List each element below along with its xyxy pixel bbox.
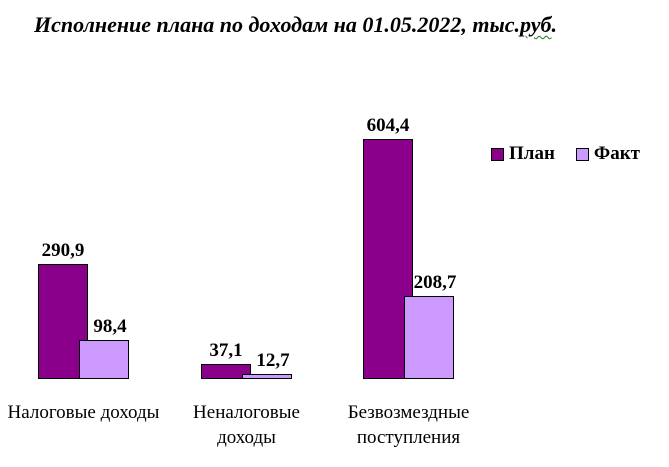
chart-title-spellchecked-word: руб	[520, 12, 552, 37]
legend-item-plan: План	[491, 143, 555, 165]
legend: План Факт	[491, 143, 640, 165]
bar-fact-0	[79, 340, 129, 379]
legend-label-fact: Факт	[593, 143, 640, 164]
chart-title-period: .	[551, 12, 557, 37]
value-label-plan-1: 37,1	[209, 340, 243, 361]
value-label-plan-2: 604,4	[366, 115, 410, 136]
chart-title: Исполнение плана по доходам на 01.05.202…	[34, 12, 654, 38]
legend-swatch-fact	[575, 147, 589, 161]
category-label-0: Налоговые доходы	[7, 402, 160, 423]
legend-item-fact: Факт	[575, 143, 640, 165]
chart-title-text: Исполнение плана по доходам на 01.05.202…	[34, 12, 520, 37]
legend-swatch-plan	[491, 147, 504, 161]
value-label-fact-0: 98,4	[93, 316, 127, 337]
value-label-fact-2: 208,7	[413, 272, 457, 293]
category-label-1: Неналоговые доходы	[193, 402, 300, 448]
bar-plan-1	[201, 364, 251, 379]
legend-label-plan: План	[509, 143, 555, 164]
bar-fact-2	[404, 296, 454, 379]
value-label-fact-1: 12,7	[256, 350, 290, 371]
bar-fact-1	[242, 374, 292, 379]
value-label-plan-0: 290,9	[41, 240, 85, 261]
category-label-2: Безвозмездные поступления	[347, 402, 470, 448]
